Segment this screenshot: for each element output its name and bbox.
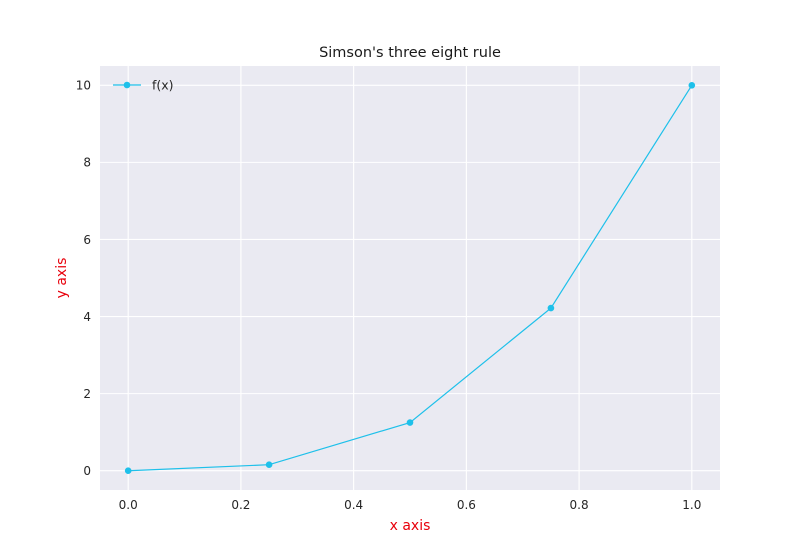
- grid-lines: [100, 66, 720, 490]
- y-tick-label: 2: [83, 387, 91, 401]
- plot-background: [100, 66, 720, 490]
- y-tick-label: 10: [76, 79, 91, 93]
- x-tick-label: 0.4: [344, 498, 363, 512]
- y-tick-label: 4: [83, 310, 91, 324]
- x-tick-label: 1.0: [682, 498, 701, 512]
- series-layer: [124, 81, 696, 475]
- x-tick-label: 0.8: [570, 498, 589, 512]
- legend: f(x): [113, 78, 174, 93]
- legend-label: f(x): [152, 78, 174, 93]
- data-point: [124, 467, 132, 475]
- legend-point-marker: [123, 81, 131, 89]
- y-tick-label: 8: [83, 156, 91, 170]
- y-tick-label: 6: [83, 233, 91, 247]
- data-point: [547, 304, 555, 312]
- x-tick-label: 0.2: [231, 498, 250, 512]
- x-tick-labels: 0.0 0.2 0.4 0.6 0.8 1.0: [119, 498, 702, 512]
- x-tick-label: 0.6: [457, 498, 476, 512]
- chart-title: Simson's three eight rule: [319, 45, 501, 61]
- data-point: [265, 461, 273, 469]
- data-point: [406, 419, 414, 426]
- x-tick-label: 0.0: [119, 498, 138, 512]
- y-tick-label: 0: [83, 464, 91, 478]
- y-axis-label: y axis: [54, 258, 70, 299]
- y-tick-labels: 0 2 4 6 8 10: [76, 79, 91, 478]
- x-axis-label: x axis: [390, 518, 431, 534]
- data-point: [688, 81, 696, 89]
